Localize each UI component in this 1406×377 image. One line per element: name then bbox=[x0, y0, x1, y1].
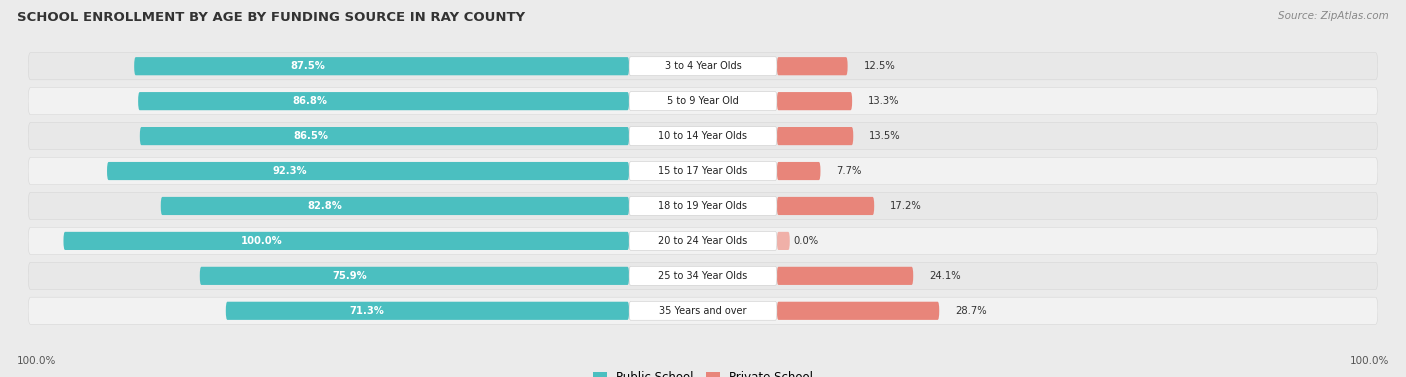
FancyBboxPatch shape bbox=[138, 92, 628, 110]
FancyBboxPatch shape bbox=[628, 301, 778, 320]
FancyBboxPatch shape bbox=[63, 232, 628, 250]
Text: 35 Years and over: 35 Years and over bbox=[659, 306, 747, 316]
Text: 71.3%: 71.3% bbox=[350, 306, 384, 316]
FancyBboxPatch shape bbox=[139, 127, 628, 145]
Text: 10 to 14 Year Olds: 10 to 14 Year Olds bbox=[658, 131, 748, 141]
Text: 92.3%: 92.3% bbox=[273, 166, 307, 176]
Text: 86.8%: 86.8% bbox=[292, 96, 328, 106]
FancyBboxPatch shape bbox=[628, 92, 778, 110]
FancyBboxPatch shape bbox=[28, 52, 1378, 80]
Text: 18 to 19 Year Olds: 18 to 19 Year Olds bbox=[658, 201, 748, 211]
FancyBboxPatch shape bbox=[200, 267, 628, 285]
Text: 100.0%: 100.0% bbox=[240, 236, 283, 246]
Text: 100.0%: 100.0% bbox=[1350, 356, 1389, 366]
FancyBboxPatch shape bbox=[778, 197, 875, 215]
Text: 24.1%: 24.1% bbox=[929, 271, 960, 281]
FancyBboxPatch shape bbox=[28, 297, 1378, 325]
FancyBboxPatch shape bbox=[28, 123, 1378, 150]
FancyBboxPatch shape bbox=[778, 57, 848, 75]
Text: 0.0%: 0.0% bbox=[793, 236, 818, 246]
FancyBboxPatch shape bbox=[628, 127, 778, 146]
FancyBboxPatch shape bbox=[28, 158, 1378, 185]
Text: 5 to 9 Year Old: 5 to 9 Year Old bbox=[666, 96, 740, 106]
Text: 13.5%: 13.5% bbox=[869, 131, 901, 141]
Text: 15 to 17 Year Olds: 15 to 17 Year Olds bbox=[658, 166, 748, 176]
FancyBboxPatch shape bbox=[778, 127, 853, 145]
Text: 20 to 24 Year Olds: 20 to 24 Year Olds bbox=[658, 236, 748, 246]
Text: 7.7%: 7.7% bbox=[837, 166, 862, 176]
Text: 87.5%: 87.5% bbox=[290, 61, 325, 71]
FancyBboxPatch shape bbox=[628, 267, 778, 285]
FancyBboxPatch shape bbox=[28, 227, 1378, 254]
FancyBboxPatch shape bbox=[778, 302, 939, 320]
FancyBboxPatch shape bbox=[778, 162, 821, 180]
FancyBboxPatch shape bbox=[778, 92, 852, 110]
Text: 13.3%: 13.3% bbox=[869, 96, 900, 106]
Text: 100.0%: 100.0% bbox=[17, 356, 56, 366]
FancyBboxPatch shape bbox=[778, 232, 790, 250]
Text: 12.5%: 12.5% bbox=[863, 61, 896, 71]
FancyBboxPatch shape bbox=[628, 57, 778, 76]
Text: 25 to 34 Year Olds: 25 to 34 Year Olds bbox=[658, 271, 748, 281]
Text: 17.2%: 17.2% bbox=[890, 201, 922, 211]
FancyBboxPatch shape bbox=[160, 197, 628, 215]
Text: 86.5%: 86.5% bbox=[294, 131, 329, 141]
Text: 75.9%: 75.9% bbox=[333, 271, 367, 281]
FancyBboxPatch shape bbox=[628, 162, 778, 181]
Text: 28.7%: 28.7% bbox=[955, 306, 987, 316]
Text: 3 to 4 Year Olds: 3 to 4 Year Olds bbox=[665, 61, 741, 71]
Text: 82.8%: 82.8% bbox=[308, 201, 342, 211]
FancyBboxPatch shape bbox=[28, 192, 1378, 219]
FancyBboxPatch shape bbox=[628, 196, 778, 215]
FancyBboxPatch shape bbox=[778, 267, 914, 285]
FancyBboxPatch shape bbox=[28, 87, 1378, 115]
FancyBboxPatch shape bbox=[628, 231, 778, 250]
FancyBboxPatch shape bbox=[134, 57, 628, 75]
FancyBboxPatch shape bbox=[226, 302, 628, 320]
Legend: Public School, Private School: Public School, Private School bbox=[588, 366, 818, 377]
FancyBboxPatch shape bbox=[28, 262, 1378, 290]
Text: SCHOOL ENROLLMENT BY AGE BY FUNDING SOURCE IN RAY COUNTY: SCHOOL ENROLLMENT BY AGE BY FUNDING SOUR… bbox=[17, 11, 524, 24]
Text: Source: ZipAtlas.com: Source: ZipAtlas.com bbox=[1278, 11, 1389, 21]
FancyBboxPatch shape bbox=[107, 162, 628, 180]
